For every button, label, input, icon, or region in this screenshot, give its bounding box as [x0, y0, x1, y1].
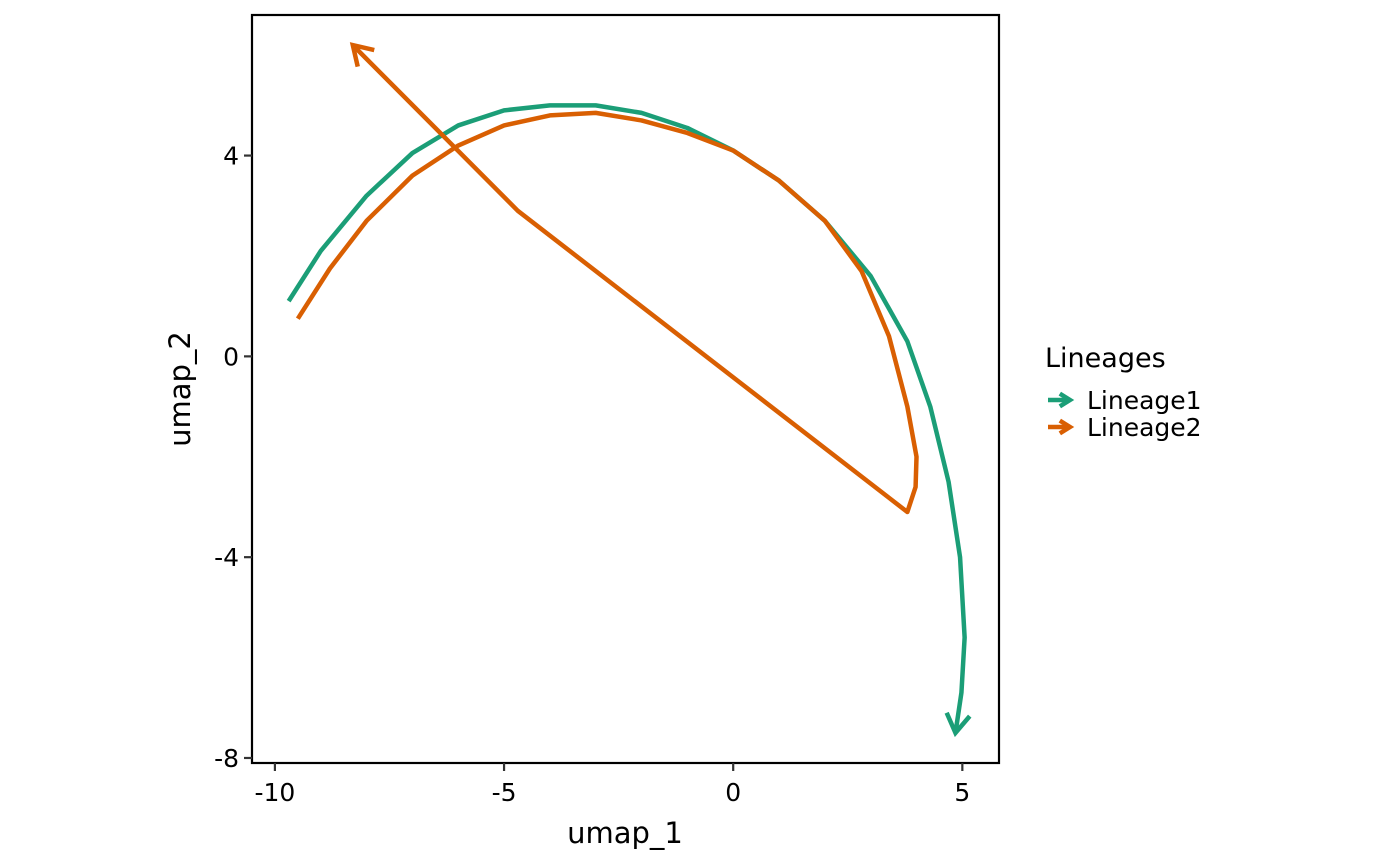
legend-entry-lineage1: Lineage1 — [1048, 386, 1202, 415]
legend-label: Lineage2 — [1087, 413, 1202, 442]
x-tick-label: -10 — [254, 778, 295, 807]
plot-layer: -10 -5 0 5 -8 -4 0 4 — [214, 13, 1001, 807]
legend-label: Lineage1 — [1087, 386, 1202, 415]
x-tick-label: -5 — [492, 778, 517, 807]
series-line-lineage2 — [295, 43, 919, 515]
y-tick-label: 0 — [223, 342, 239, 371]
y-tick-label: -4 — [214, 543, 239, 572]
legend-entry-lineage2: Lineage2 — [1048, 413, 1202, 442]
arrowhead-lineage2 — [349, 42, 375, 68]
x-tick-label: 5 — [954, 778, 970, 807]
arrowhead-lineage1 — [944, 711, 972, 738]
x-axis-title: umap_1 — [567, 816, 683, 850]
legend-key-arrow — [1058, 391, 1075, 409]
plot-panel-border — [250, 13, 1001, 765]
legend-key-arrow — [1058, 418, 1075, 436]
legend-title: Lineages — [1045, 343, 1166, 374]
x-tick-label: 0 — [725, 778, 741, 807]
y-tick-label: 4 — [223, 142, 239, 171]
series-lineage2 — [295, 42, 919, 515]
y-axis-title: umap_2 — [163, 331, 197, 447]
y-tick-label: -8 — [214, 744, 239, 773]
